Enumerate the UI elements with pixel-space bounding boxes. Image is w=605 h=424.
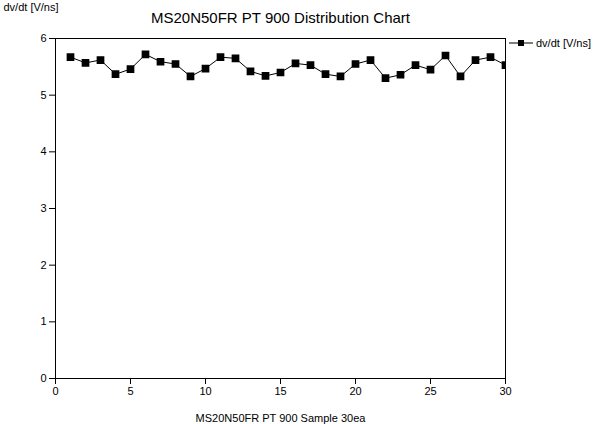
svg-text:6: 6 — [40, 32, 46, 44]
svg-text:2: 2 — [40, 259, 46, 271]
svg-text:5: 5 — [40, 89, 46, 101]
svg-text:4: 4 — [40, 145, 46, 157]
svg-text:15: 15 — [274, 385, 286, 397]
svg-text:MS20N50FR PT 900 Distribution: MS20N50FR PT 900 Distribution Chart — [151, 9, 411, 26]
svg-text:dv/dt [V/ns]: dv/dt [V/ns] — [4, 1, 59, 13]
svg-text:10: 10 — [199, 385, 211, 397]
svg-text:25: 25 — [424, 385, 436, 397]
html-text:dv/dt [V/ns]: dv/dt [V/ns] — [536, 37, 591, 49]
svg-text:1: 1 — [40, 315, 46, 327]
svg-text:30: 30 — [499, 385, 511, 397]
svg-text:3: 3 — [40, 202, 46, 214]
svg-text:0: 0 — [40, 372, 46, 384]
svg-text:0: 0 — [52, 385, 58, 397]
svg-text:MS20N50FR PT 900 Sample 30ea: MS20N50FR PT 900 Sample 30ea — [196, 412, 367, 424]
svg-text:5: 5 — [127, 385, 133, 397]
svg-text:20: 20 — [349, 385, 361, 397]
